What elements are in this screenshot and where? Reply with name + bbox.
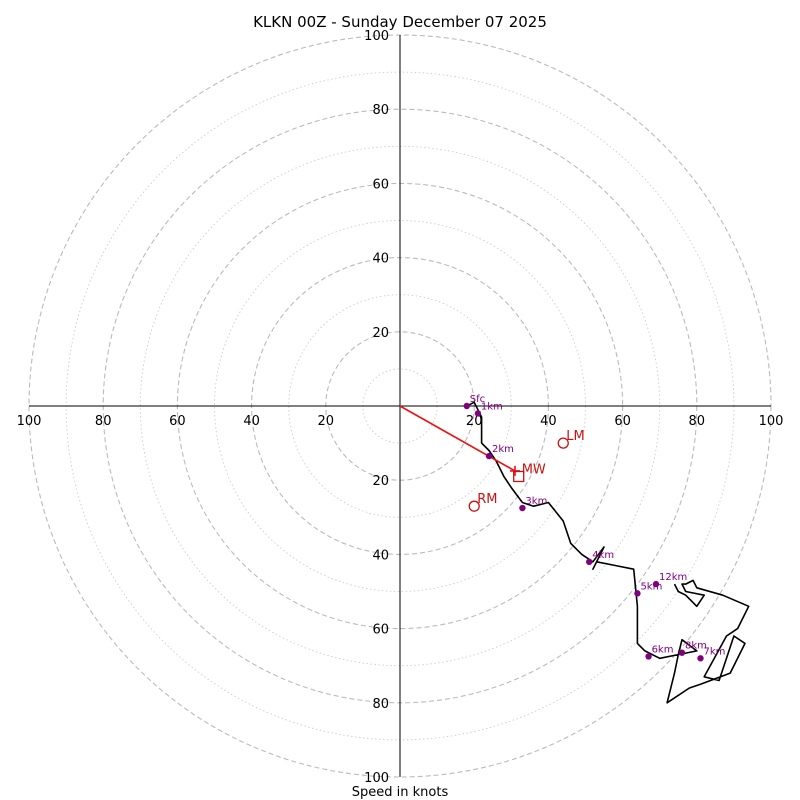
y-tick-label: 60 <box>372 177 389 192</box>
x-tick-label: 40 <box>243 414 260 429</box>
x-axis-label: Speed in knots <box>352 785 449 800</box>
y-tick-label: 40 <box>372 548 389 563</box>
height-marker-dot <box>645 653 652 660</box>
x-tick-label: 80 <box>95 414 112 429</box>
x-tick-label: 40 <box>540 414 557 429</box>
shear-vector-line <box>399 405 516 472</box>
x-tick-label: 20 <box>318 414 335 429</box>
x-tick-label: 20 <box>466 414 483 429</box>
height-marker-label: 4km <box>592 550 614 561</box>
storm-motion-rm-label: RM <box>477 492 497 507</box>
y-tick-label: 100 <box>364 29 389 44</box>
storm-motion-lm-marker <box>557 437 569 449</box>
height-marker-label: 8km <box>685 641 707 652</box>
height-marker-dot <box>634 590 641 597</box>
y-tick-label: 40 <box>372 252 389 267</box>
shear-vector <box>399 405 521 476</box>
x-tick-label: 80 <box>689 414 706 429</box>
hodograph-trace <box>466 401 750 704</box>
x-tick-label: 60 <box>614 414 631 429</box>
height-marker-label: Sfc <box>470 394 485 405</box>
y-tick-label: 20 <box>372 474 389 489</box>
height-marker-dot <box>697 655 704 662</box>
height-marker-label: 3km <box>525 496 547 507</box>
height-marker-label: 2km <box>492 444 514 455</box>
storm-motion-lm-label: LM <box>566 429 584 444</box>
y-tick-label: 100 <box>364 771 389 786</box>
x-tick-label: 60 <box>169 414 186 429</box>
x-tick-label: 100 <box>759 414 784 429</box>
storm-motion-markers: LM MW RM <box>468 429 585 512</box>
chart-title: KLKN 00Z - Sunday December 07 2025 <box>253 13 547 31</box>
y-tick-label: 60 <box>372 623 389 638</box>
height-marker-dot <box>485 452 493 460</box>
height-marker-label: 1km <box>481 401 503 412</box>
height-marker-dot <box>474 410 482 417</box>
storm-motion-mw-marker <box>513 470 525 483</box>
height-marker-label: 7km <box>704 646 726 657</box>
x-ticks: 100 80 60 40 20 20 40 60 80 100 <box>17 414 784 429</box>
y-tick-label: 80 <box>372 103 389 118</box>
height-marker-dot <box>463 402 470 410</box>
storm-motion-mw-label: MW <box>522 462 546 477</box>
y-ticks: 100 80 60 40 20 20 40 60 80 100 <box>364 29 389 786</box>
height-marker-dot <box>652 580 660 588</box>
height-marker-dot <box>519 504 526 512</box>
x-tick-label: 100 <box>17 414 42 429</box>
height-marker-label: 12km <box>659 572 687 583</box>
storm-motion-rm-marker <box>468 500 480 512</box>
y-tick-label: 20 <box>372 326 389 341</box>
height-marker-label: 6km <box>652 644 674 655</box>
height-marker-dot <box>678 649 686 656</box>
height-marker-dot <box>586 558 593 566</box>
y-tick-label: 80 <box>372 697 389 712</box>
height-marker-label: 5km <box>640 581 662 592</box>
